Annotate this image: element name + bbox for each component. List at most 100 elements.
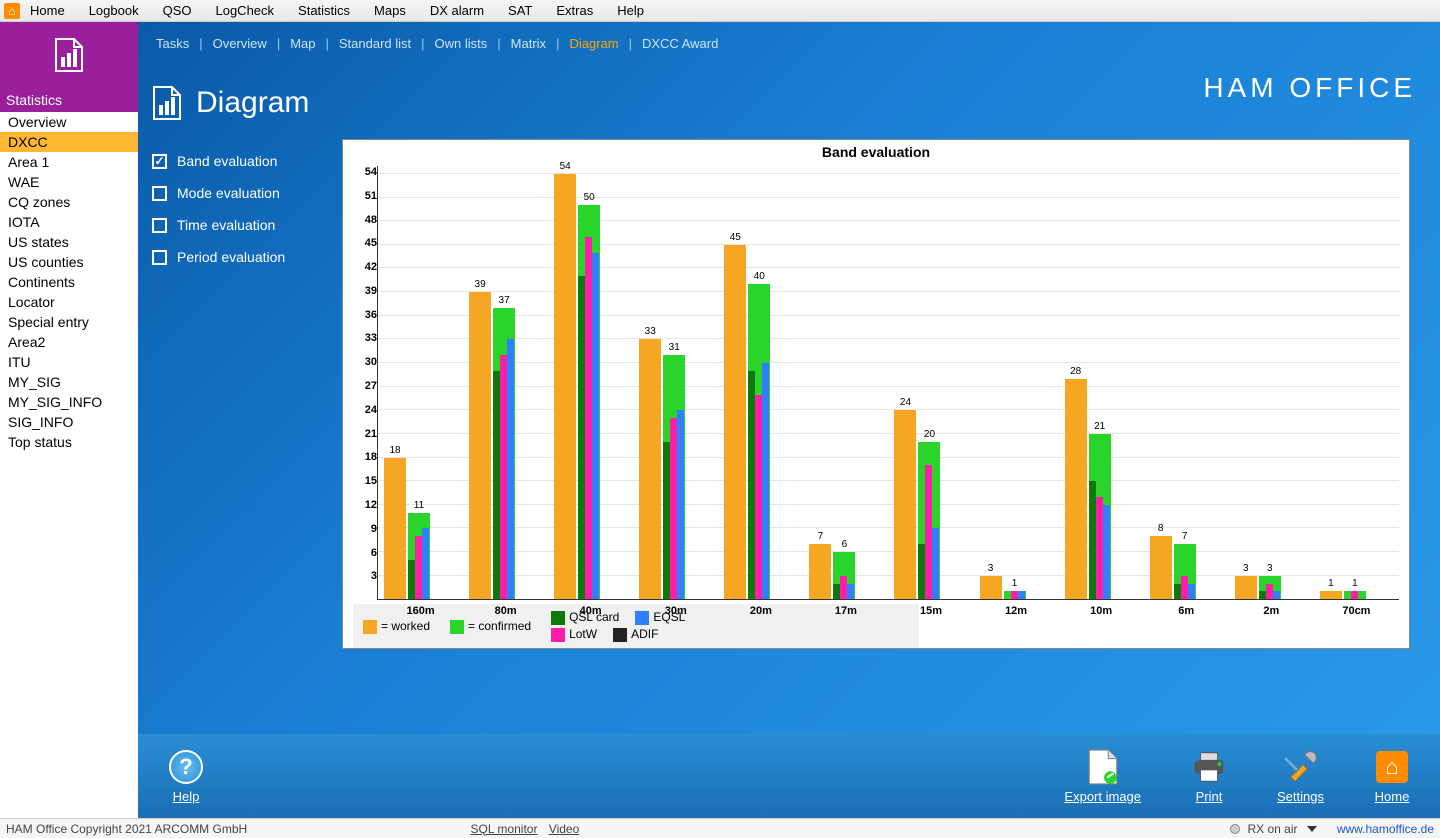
- tab-diagram[interactable]: Diagram: [565, 36, 622, 51]
- export-image-icon: [1085, 749, 1121, 785]
- sidebar-item-area-1[interactable]: Area 1: [0, 152, 138, 172]
- menu-maps[interactable]: Maps: [368, 1, 424, 20]
- tab-standard-list[interactable]: Standard list: [335, 36, 415, 51]
- print-button[interactable]: Print: [1191, 749, 1227, 804]
- sidebar-item-wae[interactable]: WAE: [0, 172, 138, 192]
- bar-lotw-6m: [1181, 576, 1188, 600]
- copyright-text: HAM Office Copyright 2021 ARCOMM GmbH: [6, 822, 247, 836]
- dropdown-icon: [1307, 826, 1317, 832]
- option-period-evaluation[interactable]: Period evaluation: [152, 241, 332, 273]
- sidebar-item-overview[interactable]: Overview: [0, 112, 138, 132]
- bar-eqsl-10m: [1103, 505, 1110, 600]
- sidebar-item-sig-info[interactable]: SIG_INFO: [0, 412, 138, 432]
- tab-overview[interactable]: Overview: [209, 36, 271, 51]
- sidebar-title: Statistics: [0, 88, 138, 112]
- sidebar-list: OverviewDXCCArea 1WAECQ zonesIOTAUS stat…: [0, 112, 138, 818]
- main-menubar: HomeLogbookQSOLogCheckStatisticsMapsDX a…: [0, 0, 1440, 22]
- bar-eqsl-80m: [507, 339, 514, 599]
- menu-logcheck[interactable]: LogCheck: [209, 1, 292, 20]
- option-mode-evaluation[interactable]: Mode evaluation: [152, 177, 332, 209]
- bar-qsl_card-17m: [833, 584, 840, 600]
- legend-worked: = worked: [363, 619, 430, 634]
- sidebar-item-itu[interactable]: ITU: [0, 352, 138, 372]
- bar-qsl_card-2m: [1259, 591, 1266, 599]
- sidebar: Statistics OverviewDXCCArea 1WAECQ zones…: [0, 22, 138, 818]
- tab-tasks[interactable]: Tasks: [152, 36, 193, 51]
- bar-lotw-15m: [925, 465, 932, 599]
- chart-plot: 160m181180m393740m545030m333120m454017m7…: [377, 166, 1399, 600]
- rx-status[interactable]: RX on air: [1230, 822, 1317, 836]
- menu-statistics[interactable]: Statistics: [292, 1, 368, 20]
- band-group-20m: 20m4540: [718, 166, 803, 599]
- bar-worked-40m: 54: [554, 174, 576, 599]
- options-column: Band evaluationMode evaluationTime evalu…: [152, 139, 332, 734]
- tab-matrix[interactable]: Matrix: [507, 36, 550, 51]
- sidebar-item-top-status[interactable]: Top status: [0, 432, 138, 452]
- tab-map[interactable]: Map: [286, 36, 319, 51]
- sidebar-item-us-states[interactable]: US states: [0, 232, 138, 252]
- bar-qsl_card-80m: [493, 371, 500, 599]
- option-time-evaluation[interactable]: Time evaluation: [152, 209, 332, 241]
- chart-panel: Band evaluation 545148454239363330272421…: [342, 139, 1410, 649]
- bar-eqsl-30m: [677, 410, 684, 599]
- home-icon[interactable]: [4, 3, 20, 19]
- tab-dxcc-award[interactable]: DXCC Award: [638, 36, 722, 51]
- menu-help[interactable]: Help: [611, 1, 662, 20]
- bar-qsl_card-15m: [918, 544, 925, 599]
- bar-eqsl-20m: [762, 363, 769, 599]
- bar-worked-12m: 3: [980, 576, 1002, 600]
- sidebar-item-us-counties[interactable]: US counties: [0, 252, 138, 272]
- menu-qso[interactable]: QSO: [157, 1, 210, 20]
- band-group-10m: 10m2821: [1059, 166, 1144, 599]
- sidebar-item-my-sig-info[interactable]: MY_SIG_INFO: [0, 392, 138, 412]
- bar-worked-10m: 28: [1065, 379, 1087, 600]
- sidebar-item-area2[interactable]: Area2: [0, 332, 138, 352]
- bar-eqsl-2m: [1273, 591, 1280, 599]
- menu-dx-alarm[interactable]: DX alarm: [424, 1, 502, 20]
- bar-lotw-30m: [670, 418, 677, 599]
- menu-home[interactable]: Home: [24, 1, 83, 20]
- status-bar: HAM Office Copyright 2021 ARCOMM GmbH SQ…: [0, 818, 1440, 838]
- bar-qsl_card-40m: [578, 276, 585, 599]
- checkbox-icon: [152, 218, 167, 233]
- band-group-17m: 17m76: [803, 166, 888, 599]
- tab-own-lists[interactable]: Own lists: [431, 36, 492, 51]
- option-band-evaluation[interactable]: Band evaluation: [152, 145, 332, 177]
- settings-icon: [1283, 749, 1319, 785]
- settings-button[interactable]: Settings: [1277, 749, 1324, 804]
- help-button[interactable]: ?Help: [168, 749, 204, 804]
- bar-worked-15m: 24: [894, 410, 916, 599]
- sidebar-item-dxcc[interactable]: DXCC: [0, 132, 138, 152]
- sidebar-item-my-sig[interactable]: MY_SIG: [0, 372, 138, 392]
- menu-sat[interactable]: SAT: [502, 1, 550, 20]
- content-body: Band evaluationMode evaluationTime evalu…: [138, 139, 1440, 734]
- chart-area: 545148454239363330272421181512963 160m18…: [343, 164, 1409, 604]
- sidebar-item-iota[interactable]: IOTA: [0, 212, 138, 232]
- bar-lotw-40m: [585, 237, 592, 599]
- sidebar-item-locator[interactable]: Locator: [0, 292, 138, 312]
- checkbox-icon: [152, 250, 167, 265]
- bar-worked-160m: 18: [384, 458, 406, 600]
- bar-qsl_card-30m: [663, 442, 670, 600]
- website-link[interactable]: www.hamoffice.de: [1337, 822, 1434, 836]
- menu-extras[interactable]: Extras: [550, 1, 611, 20]
- bar-lotw-160m: [415, 536, 422, 599]
- bar-eqsl-40m: [592, 253, 599, 600]
- home-button[interactable]: ⌂Home: [1374, 749, 1410, 804]
- content-area: Tasks|Overview|Map|Standard list|Own lis…: [138, 22, 1440, 818]
- menu-logbook[interactable]: Logbook: [83, 1, 157, 20]
- sidebar-item-cq-zones[interactable]: CQ zones: [0, 192, 138, 212]
- bar-eqsl-160m: [422, 528, 429, 599]
- sidebar-item-special-entry[interactable]: Special entry: [0, 312, 138, 332]
- video-link[interactable]: Video: [549, 822, 579, 836]
- band-group-40m: 40m5450: [548, 166, 633, 599]
- bar-worked-80m: 39: [469, 292, 491, 599]
- y-axis: 545148454239363330272421181512963: [349, 166, 377, 600]
- bar-eqsl-17m: [847, 584, 854, 600]
- sidebar-item-continents[interactable]: Continents: [0, 272, 138, 292]
- bar-worked-17m: 7: [809, 544, 831, 599]
- legend-adif: ADIF: [613, 627, 658, 642]
- export-image-button[interactable]: Export image: [1064, 749, 1141, 804]
- main-area: Statistics OverviewDXCCArea 1WAECQ zones…: [0, 22, 1440, 818]
- sql-monitor-link[interactable]: SQL monitor: [471, 822, 538, 836]
